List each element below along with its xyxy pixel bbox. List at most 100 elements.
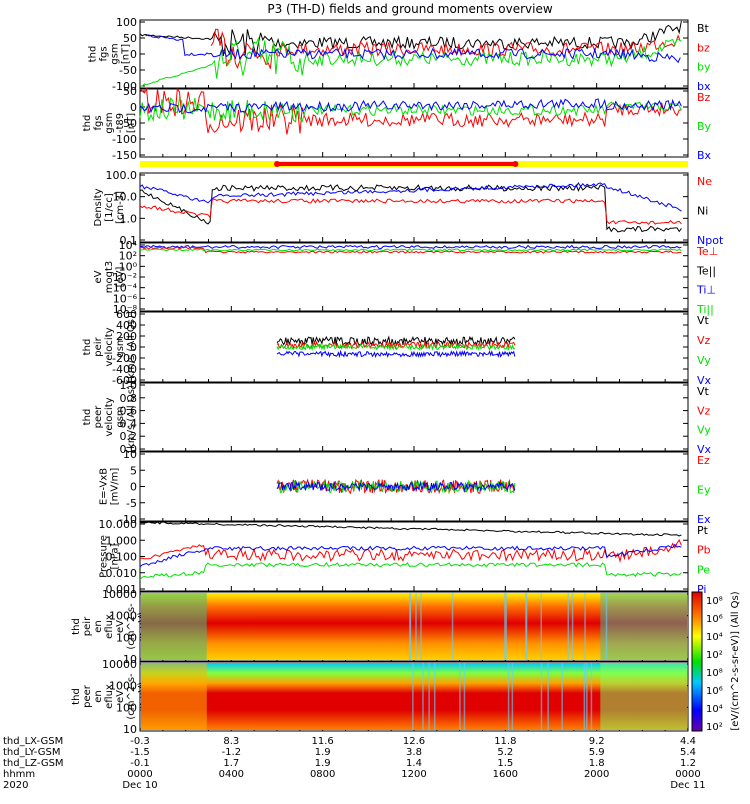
legend-By: By	[697, 120, 712, 133]
ylabel-line: [mV/m]	[110, 468, 121, 506]
spectrogram-fill	[141, 663, 687, 730]
ephemeris-value: 4.4	[680, 736, 696, 747]
spectrogram-streak	[567, 593, 570, 660]
panel-frame-peer_vel	[139, 382, 689, 452]
ephemeris-value: 0400	[219, 769, 244, 780]
ylabel-line: eV	[115, 690, 126, 703]
ylabel-line: velocity	[104, 397, 115, 436]
ylabel-line: thd	[82, 409, 93, 426]
spectrogram-streak	[511, 663, 514, 730]
ytick-label: 100	[116, 701, 137, 714]
ytick-label: 0.010	[106, 567, 138, 580]
ephemeris-value: 11.8	[494, 736, 516, 747]
status-bar-end	[512, 161, 519, 167]
legend-Pt: Pt	[697, 524, 709, 537]
trace-Bx	[139, 98, 682, 114]
legend-Vx: Vx	[697, 374, 712, 387]
trace-Pb	[139, 539, 682, 563]
ytick-label: -100	[112, 80, 137, 93]
panel-pressure: 10.000 1.000 0.100 0.010 0.001 Pressure [nPa] P…	[99, 518, 711, 596]
ytick-label: -50	[119, 117, 137, 130]
ytick-label: 10⁻⁸	[113, 303, 138, 316]
legend-Te||: Te||	[696, 264, 716, 277]
ephemeris-value: 1.8	[589, 758, 605, 769]
ylabel-line: Density	[93, 188, 104, 226]
legend-Ne: Ne	[697, 175, 712, 188]
ephemeris-value: 3.8	[406, 747, 422, 758]
ytick-label: 100	[116, 631, 137, 644]
panel-frame-peir_vel	[139, 311, 689, 383]
ytick-label: 0	[130, 101, 137, 114]
ephemeris-value: 5.4	[680, 747, 696, 758]
ytick-label: 0.4	[120, 417, 138, 430]
ylabel-line: peer	[93, 405, 104, 429]
ephemeris-value: 1.4	[406, 758, 422, 769]
ylabel-line: Pressure	[99, 535, 110, 578]
ephemeris-value: 1.2	[680, 758, 696, 769]
ytick-label: 0.100	[106, 551, 138, 564]
ylabel-line: gsm	[115, 406, 126, 427]
ytick-label: 10.000	[99, 518, 138, 531]
ephemeris-value: 0000	[127, 769, 152, 780]
trace-bz	[210, 28, 681, 70]
spectrogram-early-region	[141, 663, 207, 730]
ephemeris-value: 1.9	[315, 758, 331, 769]
legend-Vy: Vy	[697, 354, 711, 367]
ylabel-line: [1/cc]	[104, 193, 115, 222]
ytick-label: 600	[116, 308, 137, 321]
ytick-label: 100.0	[106, 169, 138, 182]
ytick-label: 0.8	[120, 392, 138, 405]
trace-By	[139, 96, 682, 123]
ephemeris-value: -1.5	[130, 747, 150, 758]
ephemeris-label: hhmm	[3, 769, 35, 780]
panel-peer_vel: 1.00.80.60.40.20.0 thd peer velocity gsm [km/…	[82, 379, 712, 456]
spectrogram-early-region	[141, 593, 207, 660]
spectrogram-streak	[590, 663, 593, 730]
legend-Ti||: Ti||	[696, 303, 714, 316]
ylabel-line: fgs	[93, 115, 104, 130]
ytick-label: 0.1	[120, 234, 138, 247]
ylabel-line: [nT]	[126, 113, 137, 133]
ytick-label: 10⁻⁴	[113, 282, 138, 295]
ylabel-line: eflux	[104, 614, 115, 639]
colorbar-tick-label: 10⁶	[706, 614, 723, 625]
colorbar-tick-label: 10²	[706, 722, 723, 733]
ytick-label: -5	[126, 497, 137, 510]
legend-Ey: Ey	[697, 484, 711, 497]
ytick-label: -50	[119, 64, 137, 77]
trace-Pe	[139, 561, 682, 580]
spectrogram-streak	[415, 593, 417, 660]
ylabel-line: fgs	[99, 46, 110, 61]
legend-Vz: Vz	[697, 404, 711, 417]
spectrogram-streak	[584, 593, 586, 660]
ylabel-line: [nPa]	[110, 543, 121, 569]
ylabel-line: [km/s (All Qs)]	[126, 381, 137, 453]
legend-Ni: Ni	[697, 205, 708, 218]
ylabel-line: [eV]	[115, 267, 126, 288]
ephemeris-value: -0.1	[130, 758, 150, 769]
trace-by	[139, 36, 682, 87]
legend-Pi: Pi	[697, 583, 706, 596]
spectrogram-streak	[459, 663, 461, 730]
trace-Ex	[276, 480, 516, 493]
ytick-label: -200	[112, 352, 137, 365]
trace-Pt	[139, 521, 682, 537]
spectrogram-streak	[420, 593, 422, 660]
ylabel-line: peir	[93, 336, 104, 356]
ephemeris-value: 0800	[310, 769, 335, 780]
legend-Pe: Pe	[697, 563, 710, 576]
legend-Ex: Ex	[697, 513, 711, 526]
ytick-label: -400	[112, 363, 137, 376]
ytick-label: 1.000	[106, 534, 138, 547]
ephemeris-value: 1.7	[223, 758, 239, 769]
spectrogram-late-region	[600, 663, 687, 730]
trace-Vt	[276, 335, 516, 347]
ytick-label: 200	[116, 330, 137, 343]
date-label-end: Dec 11	[670, 780, 705, 791]
ytick-label: 10⁴	[119, 239, 138, 252]
ytick-label: 50	[123, 85, 137, 98]
ylabel-line: thd	[88, 46, 99, 63]
ephemeris: thd_LX-GSM -0.3 8.3 11.6 12.6 11.8 9.2 4.4 thd_L…	[3, 736, 706, 791]
